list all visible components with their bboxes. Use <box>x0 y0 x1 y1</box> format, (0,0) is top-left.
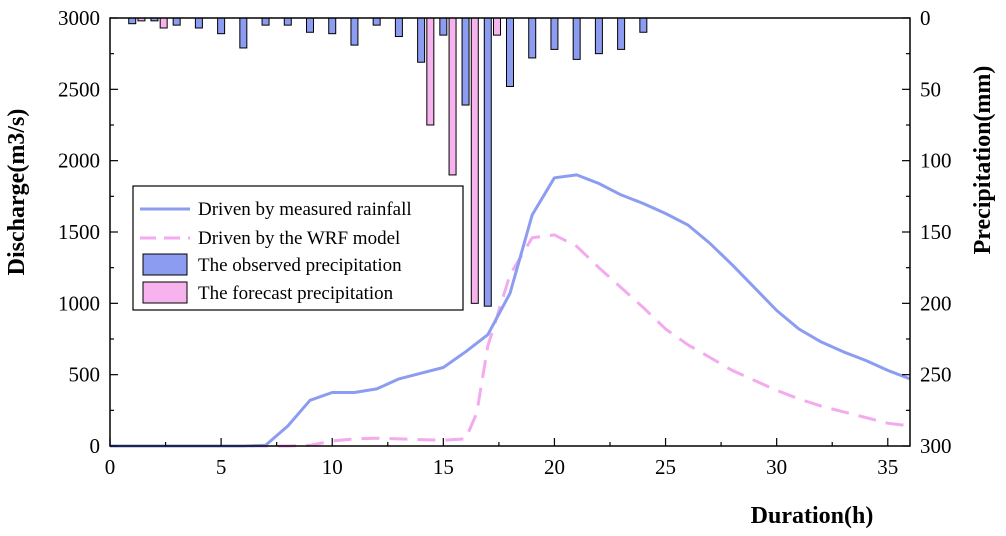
x-tick-label: 20 <box>544 455 565 479</box>
x-tick-label: 15 <box>433 455 454 479</box>
observed-precip-bar <box>239 17 248 49</box>
y-axis-title: Discharge(m3/s) <box>4 109 30 276</box>
observed-precip-bar <box>461 17 470 106</box>
observed-precip-bar <box>417 17 426 63</box>
forecast-precip-bar <box>426 17 435 126</box>
x-tick-label: 35 <box>877 455 898 479</box>
observed-precip-bar <box>617 17 626 50</box>
forecast-precip-bar <box>448 17 457 176</box>
y-tick-label: 0 <box>90 434 101 458</box>
y2-tick-label: 50 <box>920 77 941 101</box>
y2-tick-label: 0 <box>920 6 931 30</box>
observed-precip-bar <box>394 17 403 38</box>
forecast-precip-bar <box>159 17 168 29</box>
y2-tick-label: 250 <box>920 363 952 387</box>
x-tick-label: 0 <box>105 455 116 479</box>
observed-precip-bar <box>372 17 381 26</box>
x-tick-label: 5 <box>216 455 227 479</box>
y2-tick-label: 100 <box>920 149 952 173</box>
y-tick-label: 500 <box>69 363 101 387</box>
observed-precip-bar <box>550 17 559 50</box>
legend: Driven by measured rainfall Driven by th… <box>132 185 464 311</box>
y2-axis-ticks: 0 50 100 150 200 250 300 <box>902 6 952 458</box>
observed-precip-bar <box>283 17 292 26</box>
observed-precip-bar <box>328 17 337 35</box>
x-tick-label: 30 <box>766 455 787 479</box>
y2-tick-label: 300 <box>920 434 952 458</box>
y2-tick-label: 150 <box>920 220 952 244</box>
legend-label-forecast: The forecast precipitation <box>198 283 394 304</box>
y-tick-label: 3000 <box>58 6 100 30</box>
observed-precip-bar <box>350 17 359 46</box>
y-tick-label: 2000 <box>58 149 100 173</box>
observed-precip-bar <box>572 17 581 60</box>
legend-swatch-forecast <box>142 281 188 304</box>
observed-precip-bar <box>306 17 314 33</box>
observed-precip-bar <box>506 17 514 87</box>
legend-swatch-observed <box>142 253 188 276</box>
forecast-precip-bar <box>470 17 479 304</box>
legend-label-wrf: Driven by the WRF model <box>198 228 400 249</box>
legend-label-observed: The observed precipitation <box>198 255 402 276</box>
legend-label-measured: Driven by measured rainfall <box>198 199 412 220</box>
legend-box <box>132 185 464 311</box>
x-tick-label: 25 <box>655 455 676 479</box>
observed-precip-bar <box>439 17 448 36</box>
forecast-precip-bar <box>493 17 501 36</box>
observed-precip-bar <box>483 17 492 307</box>
observed-precip-bar <box>217 17 226 35</box>
observed-precip-bar <box>128 17 137 25</box>
y-tick-label: 1000 <box>58 291 100 315</box>
y2-tick-label: 200 <box>920 291 952 315</box>
y-tick-label: 1500 <box>58 220 100 244</box>
observed-precip-bar <box>528 17 537 59</box>
y2-axis-title: Precipitation(mm) <box>970 66 996 255</box>
observed-precip-bar <box>639 17 648 33</box>
observed-precip-bar <box>172 17 181 26</box>
x-axis-title: Duration(h) <box>751 503 874 529</box>
x-tick-label: 10 <box>322 455 343 479</box>
wrf-discharge-line <box>110 233 911 448</box>
observed-precip-bar <box>261 17 270 26</box>
x-axis-ticks: 0 5 10 15 20 25 30 35 <box>105 438 898 479</box>
observed-precip-bar <box>194 17 203 29</box>
observed-precip-bar <box>594 17 603 55</box>
y-tick-label: 2500 <box>58 77 100 101</box>
y-axis-ticks: 0 500 1000 1500 2000 2500 3000 <box>58 6 118 458</box>
